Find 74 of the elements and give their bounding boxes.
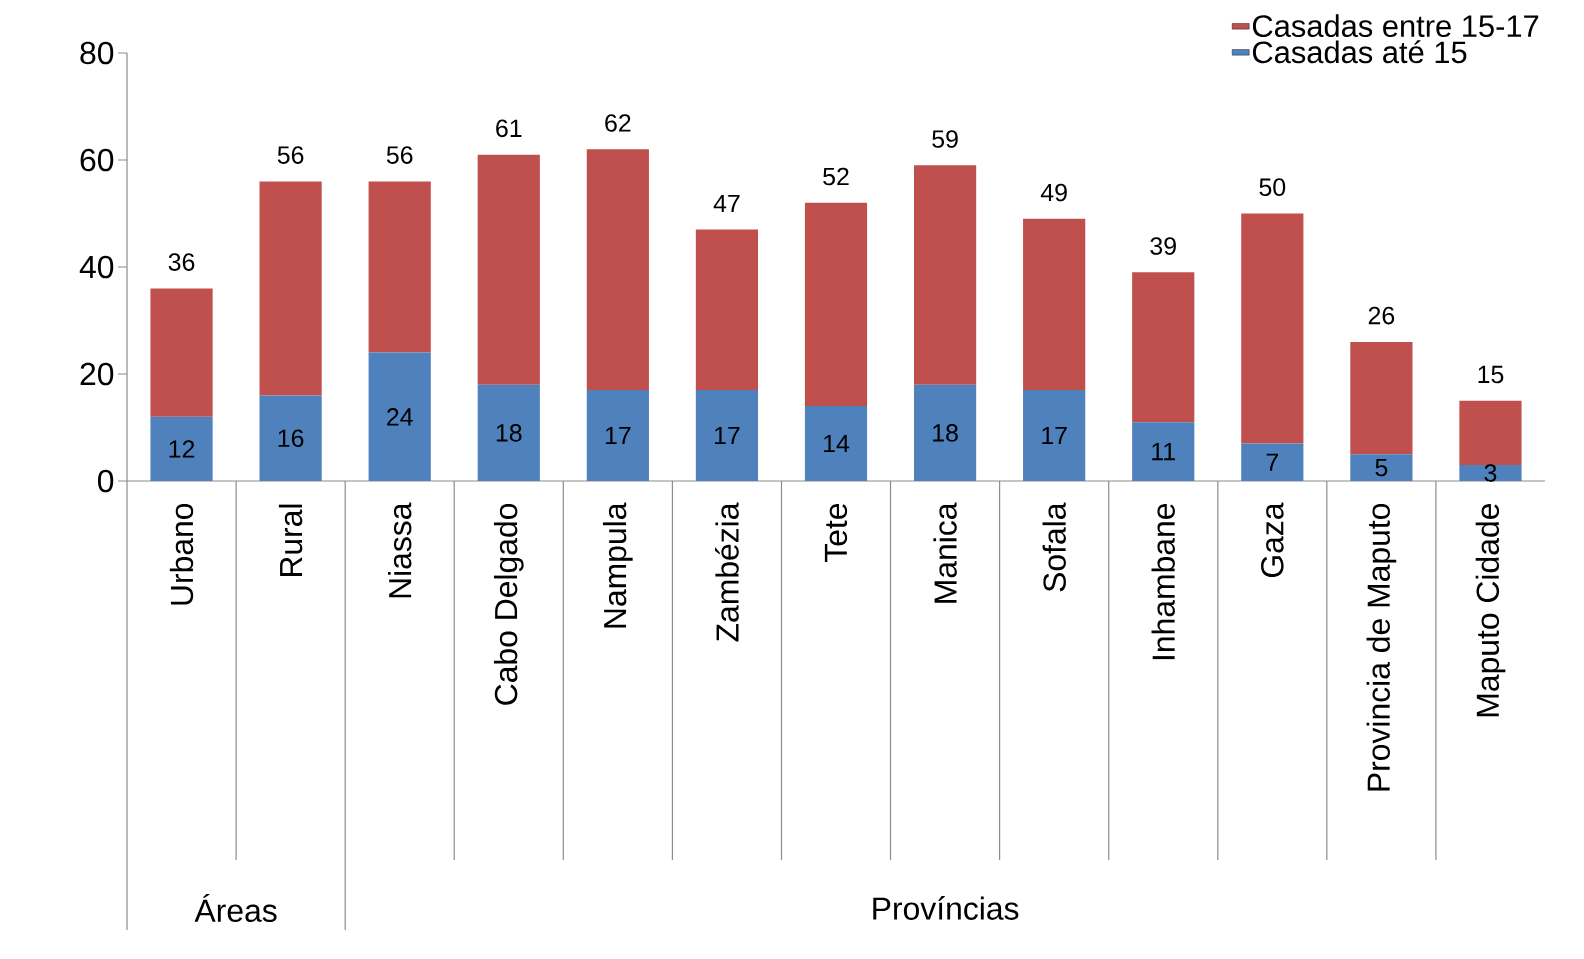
total-label: 26: [1368, 306, 1395, 325]
bar: [1350, 454, 1413, 481]
y-tick-label: 40: [79, 255, 114, 279]
bar: [695, 229, 759, 391]
bar: [1459, 400, 1522, 465]
bar: [1023, 390, 1086, 481]
bar: [150, 288, 213, 417]
x-tick-label: Cabo Delgado: [493, 503, 524, 705]
x-tick-label: Tete: [824, 503, 848, 563]
bar: [1023, 218, 1086, 391]
y-tick-label: 20: [80, 362, 114, 386]
x-tick-label: Provincia de Maputo: [1366, 503, 1397, 791]
data-label: 5: [1375, 458, 1388, 477]
y-tick-label: 0: [98, 469, 114, 493]
data-label: 18: [933, 424, 958, 442]
y-tick-label: 60: [80, 148, 114, 172]
x-tick-label: Niassa: [388, 502, 412, 598]
data-label: 7: [1266, 453, 1278, 471]
total-label: 47: [713, 194, 740, 213]
x-tick-label: Maputo Cidade: [1475, 504, 1506, 717]
x-tick-label: Urbano: [169, 503, 194, 605]
text: Áreas: [194, 894, 277, 922]
data-label: 3: [1484, 464, 1497, 482]
total-label: 39: [1150, 237, 1176, 255]
x-tick-label: Sofala: [1042, 502, 1066, 592]
legend-label: Casadas até 15: [1252, 40, 1467, 64]
bar: [804, 406, 868, 481]
data-label: 18: [496, 424, 522, 442]
total-label: 62: [605, 114, 631, 132]
x-tick-label: Rural: [278, 504, 303, 577]
bar: [586, 390, 649, 481]
data-label: 24: [387, 408, 413, 426]
bar: [913, 165, 977, 385]
data-label: 12: [169, 440, 195, 458]
bar: [913, 384, 977, 481]
total-label: 59: [932, 130, 958, 148]
total-label: 52: [823, 167, 849, 186]
bar: [1459, 464, 1522, 481]
x-tick-label: Manica: [933, 502, 957, 603]
bar: [259, 181, 322, 396]
text: Províncias: [873, 896, 1019, 920]
bar: [804, 202, 868, 407]
data-label: 17: [605, 426, 631, 445]
bar: [1350, 341, 1413, 455]
total-label: 49: [1040, 183, 1067, 202]
x-tick-label: Gaza: [1261, 502, 1284, 578]
legend-label: Casadas entre 15-17: [1252, 14, 1539, 38]
bar: [1241, 213, 1304, 444]
data-label: 17: [714, 426, 740, 445]
x-tick-label: Zambézia: [715, 502, 739, 642]
bar: [695, 390, 759, 481]
bar: [259, 395, 322, 481]
y-tick-label: 80: [80, 41, 114, 65]
bar: [1132, 422, 1195, 481]
total-label: 15: [1478, 365, 1504, 384]
x-tick-label: Nampula: [602, 502, 633, 628]
bar: [1132, 272, 1195, 423]
bar: [586, 149, 649, 391]
total-label: 61: [496, 119, 522, 138]
total-label: 36: [168, 253, 195, 271]
data-label: 11: [1152, 443, 1175, 461]
bar: [150, 416, 213, 481]
total-label: 56: [386, 146, 413, 164]
bar: [368, 181, 431, 353]
data-label: 17: [1042, 426, 1067, 445]
total-label: 56: [277, 146, 304, 164]
bar: [368, 352, 431, 481]
bar: [477, 154, 540, 385]
data-label: 16: [278, 429, 304, 448]
bar: [477, 384, 540, 481]
total-label: 50: [1259, 178, 1286, 196]
x-tick-label: Inhambane: [1151, 503, 1175, 660]
data-label: 14: [824, 434, 850, 453]
bar: [1241, 443, 1304, 481]
